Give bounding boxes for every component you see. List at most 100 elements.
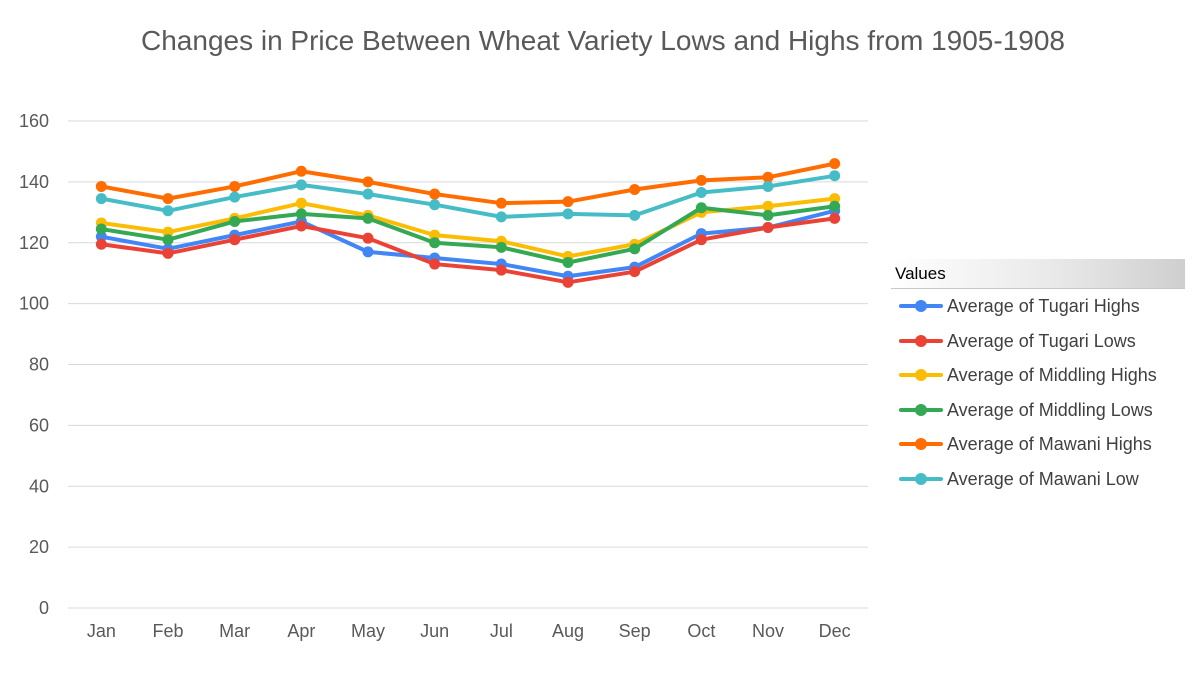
series-line <box>99 216 837 285</box>
legend-marker <box>915 438 927 450</box>
data-point <box>95 223 107 235</box>
y-tick-label: 40 <box>29 476 49 496</box>
y-tick-label: 140 <box>19 172 49 192</box>
series-line <box>99 208 837 279</box>
data-point <box>829 193 841 205</box>
data-point <box>629 209 641 221</box>
y-tick-label: 60 <box>29 415 49 435</box>
data-point <box>295 179 307 191</box>
x-tick-label: Jan <box>87 621 116 641</box>
legend-title: Values <box>891 259 1185 289</box>
data-point <box>829 200 841 212</box>
data-point <box>495 241 507 253</box>
data-point <box>829 158 841 170</box>
data-point <box>95 180 107 192</box>
x-tick-label: Apr <box>287 621 315 641</box>
x-tick-label: Jun <box>420 621 449 641</box>
data-point <box>829 212 841 224</box>
legend-swatch <box>899 472 943 485</box>
data-point <box>562 276 574 288</box>
legend-marker <box>915 300 927 312</box>
x-tick-label: Nov <box>752 621 784 641</box>
data-point <box>495 211 507 223</box>
x-axis-ticks: Jan Feb Mar Apr May Jun Jul Aug Sep Oct Nov Dec <box>87 621 851 641</box>
data-point <box>829 170 841 182</box>
x-tick-label: Sep <box>619 621 651 641</box>
legend-items: Average of Tugari Highs Average of Tugari… <box>891 289 1185 496</box>
legend-item: Average of Tugari Lows <box>891 324 1185 359</box>
data-point <box>562 196 574 208</box>
x-tick-label: May <box>351 621 385 641</box>
x-tick-label: Aug <box>552 621 584 641</box>
y-tick-label: 20 <box>29 537 49 557</box>
data-point <box>362 246 374 258</box>
legend-label: Average of Mawani Low <box>947 468 1139 489</box>
data-point <box>429 258 441 270</box>
data-point <box>629 266 641 278</box>
data-point <box>362 188 374 200</box>
data-point <box>162 234 174 246</box>
data-point <box>229 191 241 203</box>
legend-item: Average of Middling Highs <box>891 358 1185 393</box>
data-point <box>429 199 441 211</box>
data-point <box>629 183 641 195</box>
series-4 <box>95 200 841 269</box>
data-point <box>429 229 441 241</box>
legend-label: Average of Mawani Highs <box>947 434 1152 454</box>
data-point <box>695 202 707 214</box>
y-tick-label: 120 <box>19 233 49 253</box>
x-tick-label: Oct <box>687 621 715 641</box>
data-point <box>95 231 107 243</box>
chart-title: Changes in Price Between Wheat Variety L… <box>141 25 1065 56</box>
data-point <box>95 238 107 250</box>
legend-marker <box>915 403 927 416</box>
legend-item: Average of Mawani Highs <box>891 427 1185 462</box>
legend-item: Average of Tugari Highs <box>891 289 1185 324</box>
data-point <box>495 264 507 276</box>
data-point <box>229 180 241 192</box>
data-point <box>362 176 374 188</box>
series-line <box>99 196 837 259</box>
data-point <box>162 247 174 259</box>
y-axis-ticks: 0 20 40 60 80 100 120 140 160 <box>19 111 49 618</box>
legend-swatch <box>899 300 943 312</box>
data-point <box>295 208 307 220</box>
legend-marker <box>915 369 927 381</box>
legend-item: Average of Middling Lows <box>891 393 1185 428</box>
legend: Values Average of Tugari Highs Average of… <box>891 259 1185 496</box>
series-layer <box>95 158 841 288</box>
legend-label: Average of Middling Lows <box>947 399 1153 420</box>
legend-swatch <box>899 403 943 416</box>
data-point <box>762 180 774 192</box>
data-point <box>95 193 107 205</box>
series-2 <box>95 212 841 288</box>
data-point <box>429 188 441 200</box>
x-tick-label: Dec <box>819 621 851 641</box>
data-point <box>229 215 241 227</box>
x-tick-label: Feb <box>152 621 183 641</box>
series-6 <box>95 170 841 223</box>
y-tick-label: 100 <box>19 294 49 314</box>
series-line <box>99 204 837 265</box>
legend-label: Average of Middling Highs <box>947 365 1157 385</box>
series-line <box>99 161 837 206</box>
legend-swatch <box>899 334 943 347</box>
data-point <box>695 187 707 199</box>
x-tick-label: Mar <box>219 621 250 641</box>
data-point <box>762 200 774 212</box>
legend-swatch <box>899 369 943 381</box>
legend-swatch <box>899 438 943 450</box>
data-point <box>762 171 774 183</box>
data-point <box>629 243 641 255</box>
data-point <box>429 237 441 249</box>
gridlines <box>68 120 868 609</box>
series-5 <box>95 158 841 209</box>
data-point <box>562 257 574 269</box>
x-tick-label: Jul <box>490 621 513 641</box>
data-point <box>229 234 241 246</box>
data-point <box>362 212 374 224</box>
data-point <box>162 193 174 205</box>
data-point <box>762 209 774 221</box>
data-point <box>295 165 307 177</box>
